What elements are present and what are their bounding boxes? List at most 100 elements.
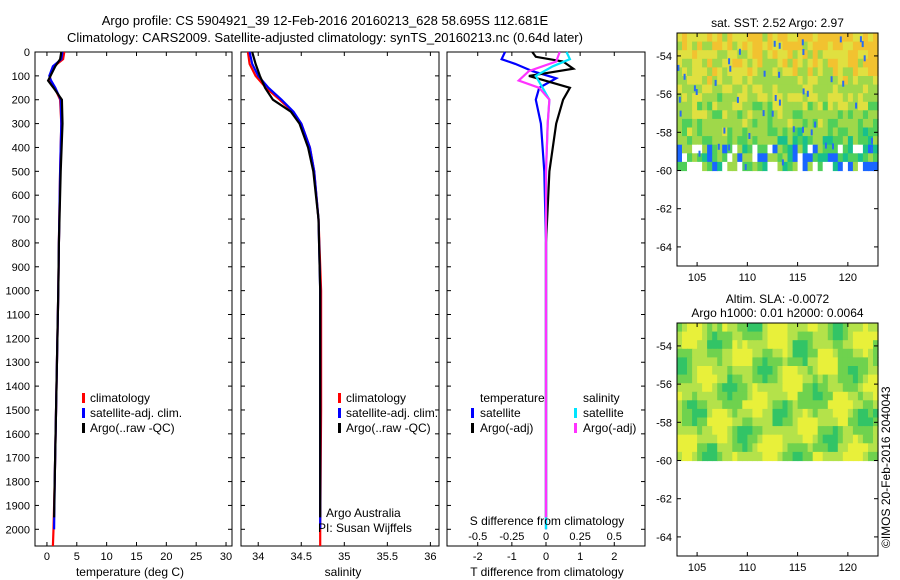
map-cell [742,144,748,154]
map-cell [692,67,698,77]
map-cell [837,118,844,129]
map-cell [873,101,879,111]
map-cell [782,93,789,103]
map-cell [792,58,799,68]
map-cell [727,33,733,43]
map-cell [697,391,703,401]
map-cell [852,144,859,154]
map-cell [727,417,733,427]
map-cell [737,323,743,333]
map-cell [742,101,748,111]
map-cell [832,161,839,172]
map-cell [732,443,738,453]
map-cell [727,110,733,120]
map-cell [732,101,738,111]
legend-swatch [471,408,474,418]
legend-label: Argo(-adj) [480,421,533,435]
map-cell [792,340,799,350]
map-cell [712,408,718,419]
map-cell [862,357,869,367]
map-cell [687,127,693,137]
map-cell [792,110,799,120]
map-cell [693,85,696,92]
map-cell [737,58,743,68]
map-cell [762,118,768,129]
map-cell [817,101,824,111]
map-cell [787,323,794,333]
map-cell [697,161,703,172]
map-cell [868,136,874,146]
map-cell [802,348,809,358]
map-cell [857,426,864,436]
map-cell [682,391,688,401]
map-cell [822,400,829,410]
map-cell [802,357,809,367]
map-cell [777,101,784,111]
map-cell [812,443,819,453]
map-cell [692,374,698,384]
map-cell [801,39,804,46]
map-cell [737,348,743,358]
x-top-tick-label: 0 [543,531,549,543]
map-cell [722,118,728,129]
map-cell [692,323,698,333]
map-cell [817,110,824,120]
map-cell [692,76,698,86]
x-top-tick-label: -0.5 [468,531,487,543]
map-cell [752,434,758,444]
map-cell [817,323,824,333]
x-tick-label: 35.5 [377,551,398,563]
map-cell [747,331,753,341]
map-cell [722,144,728,154]
map-cell [817,144,824,154]
map-cell [802,84,809,94]
map-cell [737,443,743,453]
y-tick-label: -58 [656,417,672,429]
map-cell [868,443,874,453]
map-cell [827,417,834,427]
map-cell [767,426,774,436]
map-cell [712,391,718,401]
map-cell [687,408,693,419]
x-tick-label: 30 [220,551,232,563]
map-cell [722,50,728,60]
map-cell [772,110,779,120]
map-cell [752,136,758,146]
map-cell [747,101,753,111]
map-cell [727,136,733,146]
map-cell [772,374,779,384]
map-cell [827,366,834,376]
map-cell [810,129,813,136]
map-cell [687,434,693,444]
map-cell [767,323,774,333]
map-cell [677,144,683,154]
map-cell [757,76,763,86]
map-cell [697,118,703,129]
x-tick-label: 35 [338,551,350,563]
map-cell [747,374,753,384]
map-cell [742,127,748,137]
map-cell [752,383,758,393]
map-cell [692,348,698,358]
map-cell [812,50,819,60]
map-cell [797,366,804,376]
map-cell [862,84,869,94]
map-cell [842,41,849,51]
map-cell [717,357,723,367]
map-cell [692,127,698,137]
map-cell [687,76,693,86]
map-cell [862,41,869,51]
map-cell [852,110,859,120]
map-cell [857,340,864,350]
map-cell [827,408,834,419]
map-cell [807,417,814,427]
map-cell [774,95,777,101]
map-cell [752,348,758,358]
map-cell [707,136,713,146]
map-cell [873,76,879,86]
map-cell [817,357,824,367]
map-cell [692,426,698,436]
map-cell [682,374,688,384]
map-cell [868,451,874,462]
